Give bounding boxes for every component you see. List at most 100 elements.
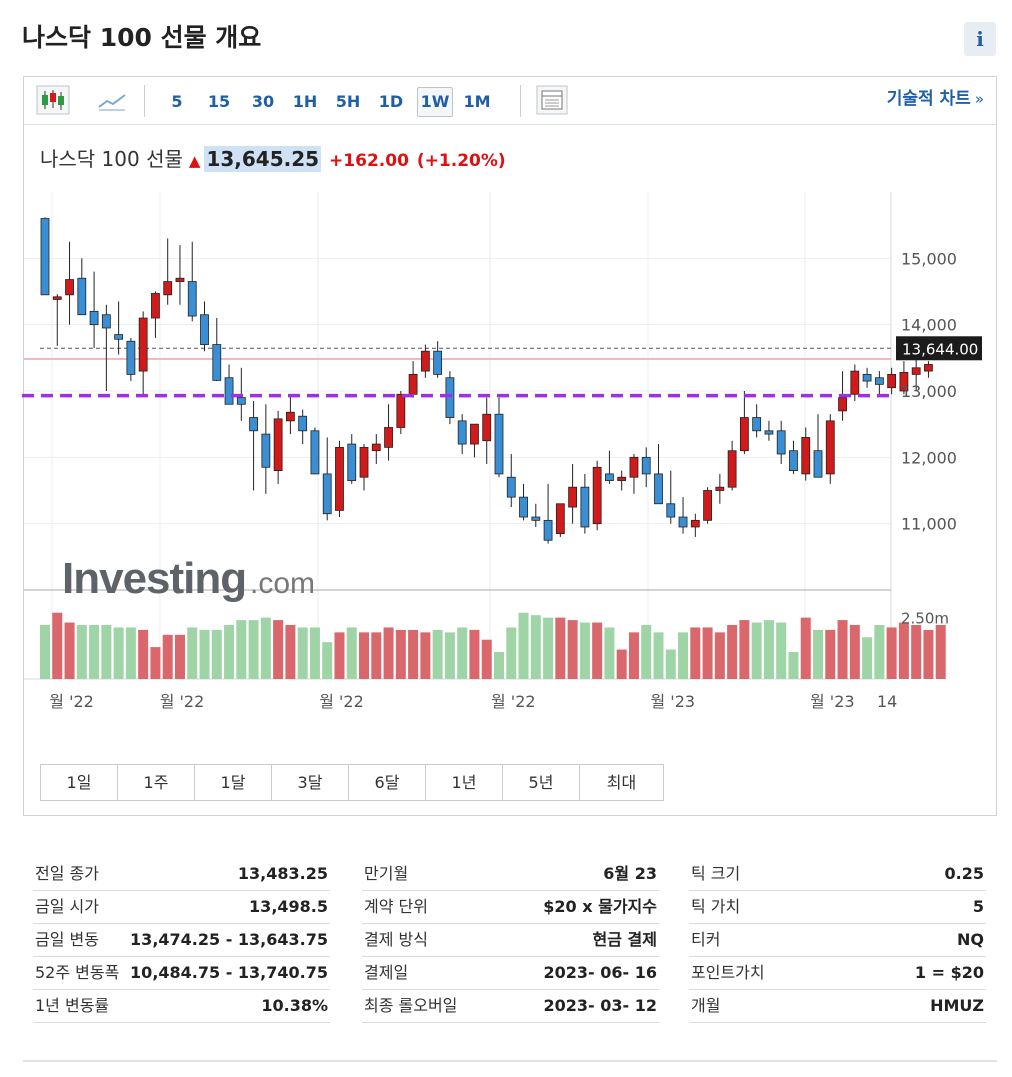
stat-row: 계약 단위 $20 x 물가지수 [362,891,659,924]
volume-bar [395,629,406,679]
volume-bar [371,632,382,679]
candle [531,503,541,527]
volume-bar [273,620,284,679]
double-chevron-icon: » [974,90,984,108]
range-5y[interactable]: 5년 [503,765,580,800]
candle [249,400,258,491]
candle-body-up [138,317,148,372]
time-tick-label: 월 '22 [49,692,94,711]
candle [813,414,823,478]
stat-value: 13,474.25 - 13,643.75 [130,930,328,949]
candle-body-down [126,340,136,375]
candle [752,404,762,438]
candle [200,301,209,352]
candle-body-up [52,296,62,300]
area-chart-icon[interactable] [96,85,128,115]
volume-series [40,612,946,679]
instrument-name: 나스닥 100 선물 [40,147,183,171]
technical-chart-link[interactable]: 기술적 차트» [887,87,984,111]
timeframe-30[interactable]: 30 [251,92,275,111]
candle [641,447,651,488]
volume-bar [457,627,468,679]
volume-bar [923,629,934,679]
candle-body-down [457,420,467,445]
time-tick-label: 월 '23 [651,692,696,711]
candle [654,444,663,505]
timeframe-5[interactable]: 5 [171,92,183,111]
volume-bar [297,627,308,679]
candle-body-up [359,446,369,478]
volume-bar [174,634,185,679]
stat-value: 10,484.75 - 13,740.75 [130,963,328,982]
range-max[interactable]: 최대 [580,765,663,800]
candle-body-down [322,473,332,515]
stat-row: 포인트가치 1 = $20 [689,957,986,990]
candle [825,414,835,484]
volume-bar [309,627,320,679]
candle-body-up [629,456,639,478]
candlestick-icon[interactable] [36,85,70,115]
candle [77,258,87,316]
last-price-tag-label: 13,644.00 [902,340,978,358]
table-icon[interactable] [536,85,568,115]
volume-bar [211,629,222,679]
candle-body-down [40,218,50,296]
timeframe-1d[interactable]: 1D [378,92,404,111]
watermark-logo: Investing [62,554,246,603]
price-change-percent: (+1.20%) [416,151,506,171]
volume-bar [101,625,112,679]
volume-bar [359,632,370,679]
toolbar-divider [144,85,145,117]
candle-body-up [690,519,700,528]
candle [298,409,308,445]
stat-row: 금일 시가 13,498.5 [33,891,330,924]
candle [420,344,430,378]
range-1mo[interactable]: 1달 [195,765,272,800]
volume-bar [862,637,873,679]
info-icon[interactable]: i [964,22,996,56]
candle [739,391,749,455]
candle-body-down [874,377,884,385]
time-tick-label: 월 '22 [491,692,536,711]
volume-bar [248,620,259,679]
range-6mo[interactable]: 6달 [349,765,426,800]
candle [52,294,62,346]
timeframe-1m[interactable]: 1M [463,92,491,111]
candle [874,371,884,395]
candle-body-down [200,314,209,345]
range-1d[interactable]: 1일 [41,765,118,800]
candle [384,404,393,461]
candle [776,420,786,464]
candle-body-down [89,310,99,326]
price-chart[interactable]: Investing .com 11,000 12,000 13,000 14,000 15,… [0,0,1012,720]
timeframe-1w[interactable]: 1W [417,87,453,117]
candle [715,473,725,504]
volume-bar [935,625,946,679]
volume-bar [567,620,578,679]
candle [212,318,222,382]
volume-bar [702,627,713,679]
volume-bar [493,652,504,679]
timeframe-1h[interactable]: 1H [292,92,318,111]
volume-bar [444,632,455,679]
candle-body-down [187,281,197,317]
candle-body-down [654,473,663,505]
stat-label: 틱 가치 [691,897,741,916]
time-tick-label: 월 '22 [160,692,205,711]
range-1y[interactable]: 1년 [426,765,503,800]
stat-value: 2023- 06- 16 [543,963,657,982]
stats-column-3: 틱 크기 0.25 틱 가치 5 티커 NQ 포인트가치 1 = $20 개월 HMUZ [689,858,986,1023]
range-1w[interactable]: 1주 [118,765,195,800]
price-tick-label: 11,000 [901,515,957,534]
stat-row: 금일 변동 13,474.25 - 13,643.75 [33,924,330,957]
stat-label: 1년 변동률 [35,996,110,1015]
timeframe-15[interactable]: 15 [207,92,231,111]
stat-label: 52주 변동폭 [35,963,120,982]
range-3mo[interactable]: 3달 [272,765,349,800]
candle-body-up [65,279,74,296]
candle [629,454,639,494]
candle-body-up [715,486,725,491]
timeframe-5h[interactable]: 5H [335,92,361,111]
candle-body-down [506,476,516,498]
time-tick-label: 14 [877,692,897,711]
